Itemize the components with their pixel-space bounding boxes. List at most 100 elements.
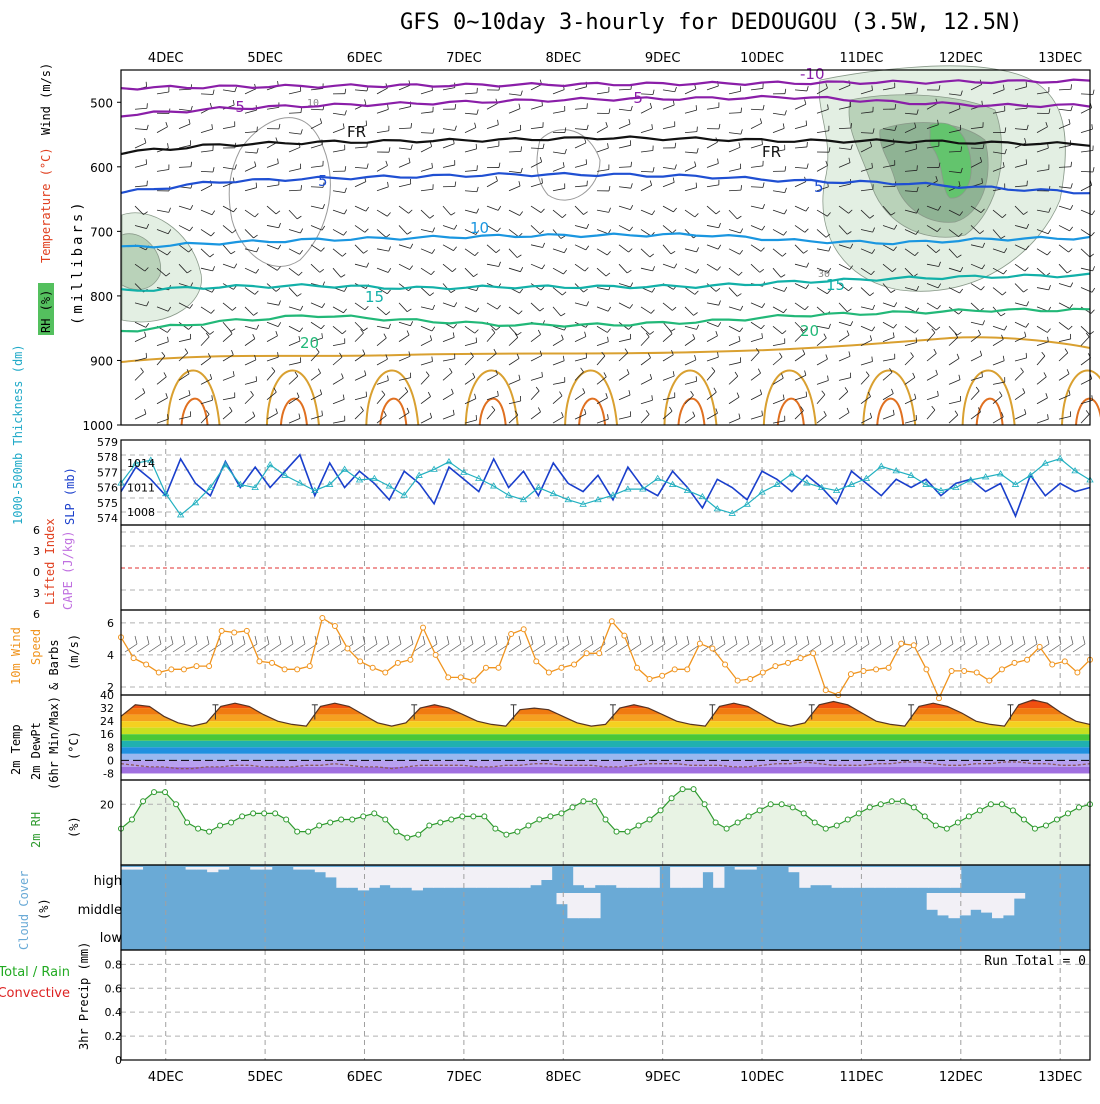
wind-barb-flag [1067, 270, 1071, 273]
wind-barb-flag [781, 374, 783, 379]
rh2m-marker [790, 805, 795, 810]
wind-barb [289, 341, 300, 346]
wind-barb [795, 147, 807, 148]
wind10-barb [161, 644, 173, 652]
rh-contour [229, 118, 330, 267]
wind-barb [927, 375, 937, 381]
cloud-clear-cell [218, 867, 229, 870]
wind-barb [597, 148, 608, 152]
rh2m-marker [185, 820, 190, 825]
wind-barb [773, 191, 785, 193]
cloud-clear-cell [121, 867, 132, 870]
wind-barb-flag [253, 412, 255, 417]
wind-barb-flag [410, 244, 412, 248]
wind-barb-flag [1086, 410, 1089, 414]
cloud-clear-cell [519, 867, 530, 888]
wind10-barb-flag [411, 636, 413, 644]
wind-barb-flag [278, 245, 281, 249]
wind10-barb [389, 644, 401, 652]
wind-barb-flag [475, 394, 476, 399]
wind-barb-flag [604, 372, 606, 376]
wind10-marker [685, 667, 690, 672]
wind-barb [883, 337, 894, 341]
wind10-marker [307, 664, 312, 669]
y-tick-label: 900 [90, 354, 113, 368]
wind-barb-flag [389, 147, 390, 152]
wind10-barb [737, 644, 749, 652]
wind-barb [223, 303, 232, 311]
wind-barb-flag [606, 122, 608, 127]
wind-barb-flag [521, 91, 522, 96]
wind10-barb [977, 644, 989, 652]
wind-barb-flag [426, 372, 429, 376]
wind-barb [399, 148, 411, 149]
wind-barb [289, 288, 297, 297]
cloud-clear-cell [250, 867, 261, 870]
wind-barb-flag [957, 332, 961, 335]
y-tick-label: 575 [97, 497, 118, 510]
wind-barb-flag [718, 245, 721, 249]
wind-barb [245, 339, 255, 346]
wind-barb-flag [806, 207, 809, 211]
wind-barb [311, 373, 321, 380]
wind-barb [575, 87, 587, 90]
wind10-barb-flag [171, 636, 173, 644]
wind-barb-flag [365, 306, 369, 310]
wind10-barb-flag [1047, 636, 1049, 644]
x-tick-top: 5DEC [247, 51, 283, 66]
wind-barb [597, 326, 607, 332]
wind-barb-flag [999, 392, 1002, 396]
wind-barb [685, 381, 697, 384]
wind-barb-flag [433, 128, 434, 133]
wind-barb-flag [210, 331, 214, 334]
wind-barb-flag [229, 329, 232, 333]
rh2m-marker [955, 820, 960, 825]
wind-barb-flag [564, 248, 566, 252]
wind-barb-flag [433, 228, 435, 233]
wind-barb [531, 245, 543, 248]
wind-barb [201, 249, 210, 257]
wind-barb [1081, 268, 1093, 271]
wind10-barb-flag [843, 636, 845, 644]
isotherm-label: 15 [365, 288, 384, 306]
cloud-level-label: high [94, 874, 122, 889]
rh2m-marker [537, 817, 542, 822]
wind10-barb-flag [495, 636, 497, 644]
wind-barb-flag [785, 188, 787, 193]
wind-barb-flag [803, 350, 805, 355]
wind-barb [377, 395, 385, 404]
wind-barb-flag [561, 412, 563, 417]
wind-barb [575, 337, 586, 342]
cloud-clear-cell [412, 867, 423, 890]
wind-barb [707, 163, 718, 167]
wind10-barb [449, 644, 461, 652]
isotherm-label: -5 [230, 98, 245, 116]
wind-barb [531, 356, 542, 361]
wind10-barb [353, 644, 365, 652]
chart-title: GFS 0~10day 3-hourly for DEDOUGOU (3.5W,… [400, 10, 1023, 35]
wind-barb [399, 128, 411, 129]
wind-barb-flag [453, 410, 454, 415]
wind10-marker [1037, 644, 1042, 649]
wind-barb [1037, 398, 1047, 404]
x-tick-top: 12DEC [939, 51, 983, 66]
wind-barb [443, 129, 455, 131]
wind10-line [121, 618, 1090, 698]
wind-barb-flag [915, 394, 916, 399]
cloud-clear-cell [207, 867, 218, 872]
wind10-barb [257, 644, 269, 652]
wind-barb [135, 322, 146, 327]
wind-barb [399, 264, 410, 269]
wind-barb-flag [255, 291, 259, 295]
wind-barb [333, 249, 342, 257]
wind-barb [1059, 303, 1070, 308]
isotherm-label: 15 [826, 276, 845, 294]
wind-barb [641, 268, 653, 271]
wind-barb [883, 415, 894, 419]
wind-barb-flag [719, 301, 721, 306]
rh2m-marker [284, 817, 289, 822]
wind-barb [223, 376, 234, 380]
wind-barb [421, 189, 433, 190]
